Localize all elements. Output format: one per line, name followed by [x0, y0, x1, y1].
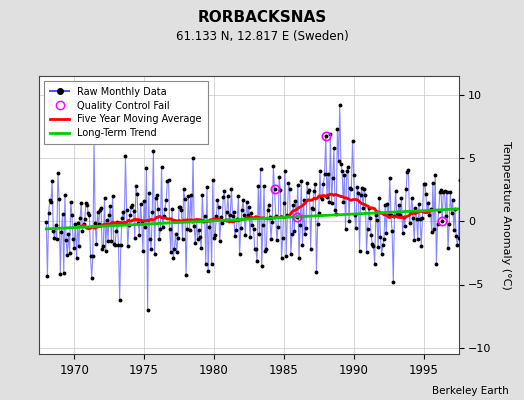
Y-axis label: Temperature Anomaly (°C): Temperature Anomaly (°C)	[501, 141, 511, 289]
Text: 61.133 N, 12.817 E (Sweden): 61.133 N, 12.817 E (Sweden)	[176, 30, 348, 43]
Text: Berkeley Earth: Berkeley Earth	[432, 386, 508, 396]
Text: RORBACKSNAS: RORBACKSNAS	[198, 10, 326, 25]
Legend: Raw Monthly Data, Quality Control Fail, Five Year Moving Average, Long-Term Tren: Raw Monthly Data, Quality Control Fail, …	[44, 81, 208, 144]
